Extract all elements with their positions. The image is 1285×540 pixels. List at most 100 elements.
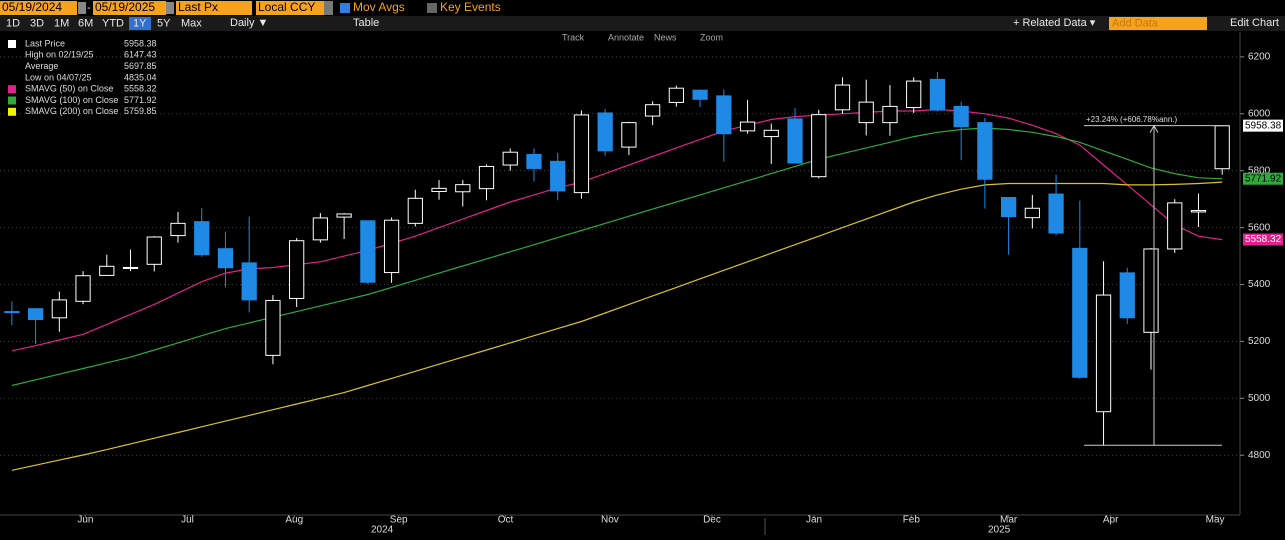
x-tick-label: Nov — [601, 515, 619, 526]
candle-body — [241, 262, 257, 301]
period-active[interactable] — [129, 17, 151, 30]
candle-body — [478, 165, 495, 190]
value-tag-label: 5558.32 — [1245, 234, 1282, 245]
candle-body — [407, 197, 423, 224]
edit-chart[interactable]: Edit Chart — [1230, 17, 1279, 29]
chart-tool[interactable]: Annotate — [608, 32, 644, 42]
value-tag — [1243, 119, 1283, 132]
checkbox[interactable] — [427, 3, 437, 13]
legend-swatch — [8, 85, 16, 94]
candle-body — [526, 153, 542, 169]
candle-body — [787, 118, 803, 164]
candle-body — [146, 236, 162, 265]
related-data[interactable]: + Related Data ▾ — [1013, 17, 1096, 29]
mov-avgs[interactable]: Mov Avgs — [353, 0, 405, 14]
candle-body — [716, 95, 732, 135]
candle-body — [99, 265, 115, 276]
x-tick-label: Dec — [703, 515, 721, 526]
candle-body — [336, 213, 352, 218]
legend-swatch — [8, 96, 16, 105]
x-tick-label: Jul — [181, 515, 194, 526]
candle-body — [502, 151, 518, 166]
candle-body — [51, 299, 67, 319]
candle-body — [170, 222, 186, 237]
currency-select[interactable] — [256, 1, 324, 15]
period-button[interactable]: 1D — [6, 17, 20, 29]
period-button[interactable]: Max — [181, 17, 202, 29]
table-button[interactable]: Table — [353, 17, 379, 29]
start-date[interactable]: 05/19/2024 — [2, 0, 62, 14]
x-tick-label: Mar — [1000, 515, 1018, 526]
period-button[interactable]: YTD — [102, 17, 124, 29]
annotation: +23.24% (+606.78%ann.) — [1086, 115, 1178, 124]
add-data-input[interactable] — [1109, 17, 1207, 30]
period-button[interactable]: 1Y — [133, 17, 147, 29]
y-tick-label: 5000 — [1248, 393, 1271, 404]
candle-body — [383, 219, 400, 274]
candle-body — [431, 187, 447, 192]
y-tick-label: 5800 — [1248, 165, 1271, 176]
candle-body — [953, 105, 969, 128]
legend-value: 4835.04 — [124, 72, 157, 82]
chart-tool[interactable]: Zoom — [700, 32, 723, 42]
candle-body — [763, 129, 779, 138]
currency[interactable]: Local CCY — [258, 0, 315, 14]
add-data[interactable]: Add Data — [1112, 17, 1159, 29]
candle-body — [834, 84, 851, 111]
y-tick-label: 4800 — [1248, 450, 1271, 461]
candle-body — [645, 104, 661, 117]
x-tick-label: Feb — [903, 515, 921, 526]
legend-box — [4, 38, 244, 116]
toolbar — [0, 16, 1285, 31]
legend-label: SMAVG (50) on Close — [25, 84, 113, 94]
y-tick-label: 6000 — [1248, 108, 1271, 119]
field[interactable]: Last Px — [178, 0, 218, 14]
candle-body — [75, 275, 91, 302]
candle-body — [122, 266, 139, 269]
date-input[interactable] — [93, 1, 166, 15]
key-events[interactable]: Key Events — [440, 0, 501, 14]
y-tick-label: 5400 — [1248, 279, 1271, 290]
period-button[interactable]: 1M — [54, 17, 69, 29]
period-button[interactable]: 3D — [30, 17, 44, 29]
x-tick-label: Aug — [285, 515, 303, 526]
candle-body — [668, 87, 684, 103]
dropdown[interactable] — [324, 1, 333, 15]
legend-value: 5759.85 — [124, 106, 157, 116]
candle-body — [811, 114, 827, 178]
candle-body — [1190, 210, 1207, 213]
end-date[interactable]: 05/19/2025 — [95, 0, 155, 14]
x-tick-label: Apr — [1103, 515, 1119, 526]
chart-tool[interactable]: News — [654, 32, 677, 42]
value-tag-label: 5771.92 — [1245, 173, 1282, 184]
calendar-icon[interactable] — [166, 2, 174, 14]
candle-body — [692, 89, 708, 100]
calendar-icon[interactable] — [78, 2, 86, 14]
moving-average — [11, 181, 1223, 471]
frequency[interactable]: Daily ▼ — [230, 17, 268, 29]
field-select[interactable] — [176, 1, 252, 15]
y-tick-label: 5600 — [1248, 222, 1271, 233]
candle-body — [858, 101, 874, 124]
legend-label: Last Price — [25, 38, 65, 48]
candle-body — [573, 114, 590, 194]
candle-body — [1167, 202, 1183, 250]
year-label: 2025 — [988, 525, 1011, 535]
candle-body — [550, 160, 566, 192]
chart-tool[interactable]: Track — [562, 32, 585, 42]
legend-value: 5697.85 — [124, 61, 157, 71]
checkbox[interactable] — [340, 3, 350, 13]
candle-body — [217, 248, 234, 269]
candle-body — [882, 105, 898, 124]
period-button[interactable]: 5Y — [157, 17, 171, 29]
measure-arrow — [1149, 124, 1159, 133]
candle-body — [194, 221, 210, 256]
candle-body — [1143, 248, 1159, 333]
legend-swatch — [8, 107, 16, 116]
legend-label: Average — [25, 61, 58, 71]
period-button[interactable]: 6M — [78, 17, 93, 29]
legend-label: SMAVG (200) on Close — [25, 106, 118, 116]
date-input[interactable] — [0, 1, 77, 15]
candle-body — [312, 217, 329, 241]
